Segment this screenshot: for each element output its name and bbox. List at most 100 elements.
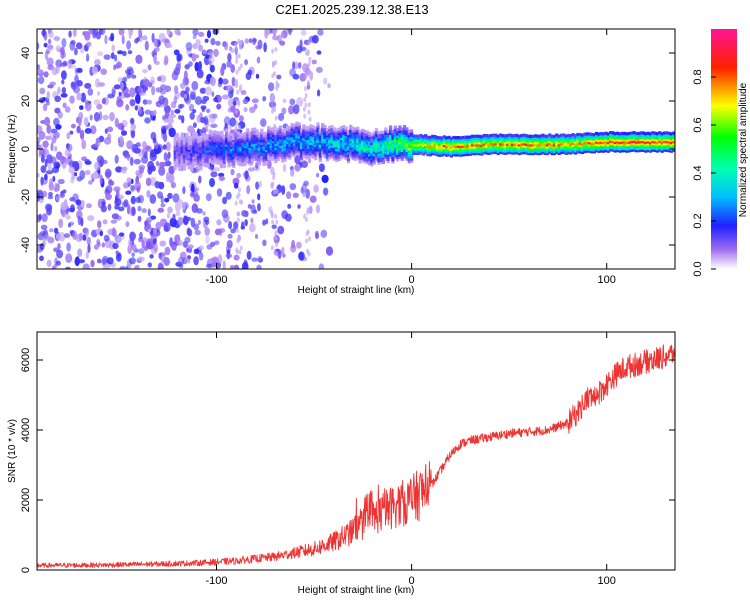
heatmap-cell (262, 152, 266, 156)
heatmap-cell (372, 139, 376, 144)
heatmap-cell (211, 141, 215, 145)
heatmap-cell (459, 151, 463, 155)
heatmap-cell (508, 135, 512, 139)
heatmap-cell (339, 149, 343, 153)
heatmap-cell (419, 142, 423, 146)
heatmap-cell (365, 143, 369, 147)
heatmap-cell (487, 149, 491, 153)
heatmap-cell (351, 139, 355, 143)
heatmap-cell (592, 133, 596, 137)
heatmap-cell (548, 135, 552, 139)
heatmap-cell (573, 147, 578, 151)
heatmap-cell (531, 141, 535, 145)
heatmap-cell (414, 136, 418, 140)
heatmap-cell (260, 128, 264, 132)
heatmap-cell (330, 146, 334, 150)
heatmap-cell (61, 70, 67, 80)
heatmap-cell (99, 157, 105, 166)
heatmap-cell (374, 156, 379, 160)
heatmap-cell (232, 134, 236, 138)
heatmap-cell (325, 136, 329, 140)
heatmap-cell (653, 142, 657, 146)
heatmap-cell (365, 149, 369, 154)
heatmap-cell (253, 149, 257, 153)
heatmap-cell (473, 145, 477, 149)
heatmap-cell (278, 146, 283, 151)
heatmap-cell (627, 136, 631, 140)
heatmap-cell (60, 93, 68, 98)
heatmap-cell (192, 155, 196, 160)
heatmap-cell (372, 150, 376, 154)
heatmap-cell (181, 201, 187, 210)
heatmap-cell (473, 143, 477, 147)
heatmap-cell (566, 146, 571, 151)
heatmap-cell (541, 151, 545, 155)
heatmap-cell (300, 150, 304, 154)
heatmap-cell (222, 139, 226, 143)
heatmap-cell (351, 128, 355, 133)
heatmap-cell (520, 142, 524, 146)
heatmap-cell (330, 135, 334, 140)
heatmap-cell (297, 152, 301, 156)
heatmap-cell (508, 140, 512, 144)
heatmap-cell (578, 150, 582, 154)
heatmap-cell (250, 141, 254, 145)
heatmap-cell (314, 148, 318, 152)
heatmap-cell (442, 137, 446, 141)
heatmap-cell (166, 212, 171, 219)
heatmap-cell (499, 144, 503, 148)
heatmap-cell (496, 136, 500, 140)
heatmap-cell (208, 151, 212, 155)
heatmap-cell (52, 175, 56, 182)
heatmap-cell (620, 138, 624, 142)
heatmap-cell (325, 128, 329, 132)
heatmap-cell (470, 139, 475, 143)
heatmap-cell (202, 211, 206, 216)
heatmap-cell (367, 155, 372, 159)
colorbar-tick-label: 0.0 (692, 261, 704, 276)
heatmap-cell (440, 138, 444, 142)
heatmap-cell (216, 188, 223, 197)
heatmap-cell (588, 132, 592, 136)
heatmap-cell (194, 161, 198, 165)
heatmap-cell (110, 52, 115, 60)
heatmap-cell (175, 148, 180, 152)
heatmap-cell (552, 147, 557, 151)
heatmap-cell (104, 171, 111, 178)
heatmap-cell (193, 122, 197, 128)
heatmap-cell (377, 144, 381, 148)
heatmap-cell (283, 138, 287, 142)
heatmap-cell (588, 136, 592, 140)
heatmap-cell (227, 162, 231, 166)
heatmap-cell (116, 61, 122, 69)
heatmap-cell (267, 126, 271, 130)
heatmap-cell (190, 139, 194, 143)
heatmap-cell (309, 135, 313, 139)
heatmap-cell (247, 69, 253, 75)
heatmap-cell (363, 142, 367, 146)
heatmap-cell (367, 140, 372, 144)
heatmap-cell (508, 133, 512, 137)
heatmap-cell (520, 138, 524, 142)
heatmap-cell (269, 155, 273, 159)
heatmap-cell (220, 152, 224, 156)
heatmap-cell (297, 122, 301, 126)
heatmap-cell (318, 128, 322, 132)
heatmap-cell (599, 138, 603, 142)
heatmap-cell (672, 140, 675, 144)
heatmap-cell (211, 152, 215, 156)
heatmap-cell (278, 155, 283, 159)
heatmap-cell (213, 145, 217, 149)
heatmap-cell (293, 143, 297, 147)
heatmap-cell (119, 266, 127, 269)
heatmap-cell (314, 139, 318, 143)
heatmap-cell (421, 148, 425, 152)
heatmap-cell (255, 131, 259, 135)
heatmap-cell (349, 124, 353, 128)
heatmap-cell (403, 146, 407, 150)
heatmap-cell (304, 154, 308, 158)
heatmap-cell (314, 131, 318, 135)
heatmap-cell (398, 142, 402, 146)
heatmap-cell (299, 39, 303, 50)
heatmap-cell (250, 143, 254, 147)
